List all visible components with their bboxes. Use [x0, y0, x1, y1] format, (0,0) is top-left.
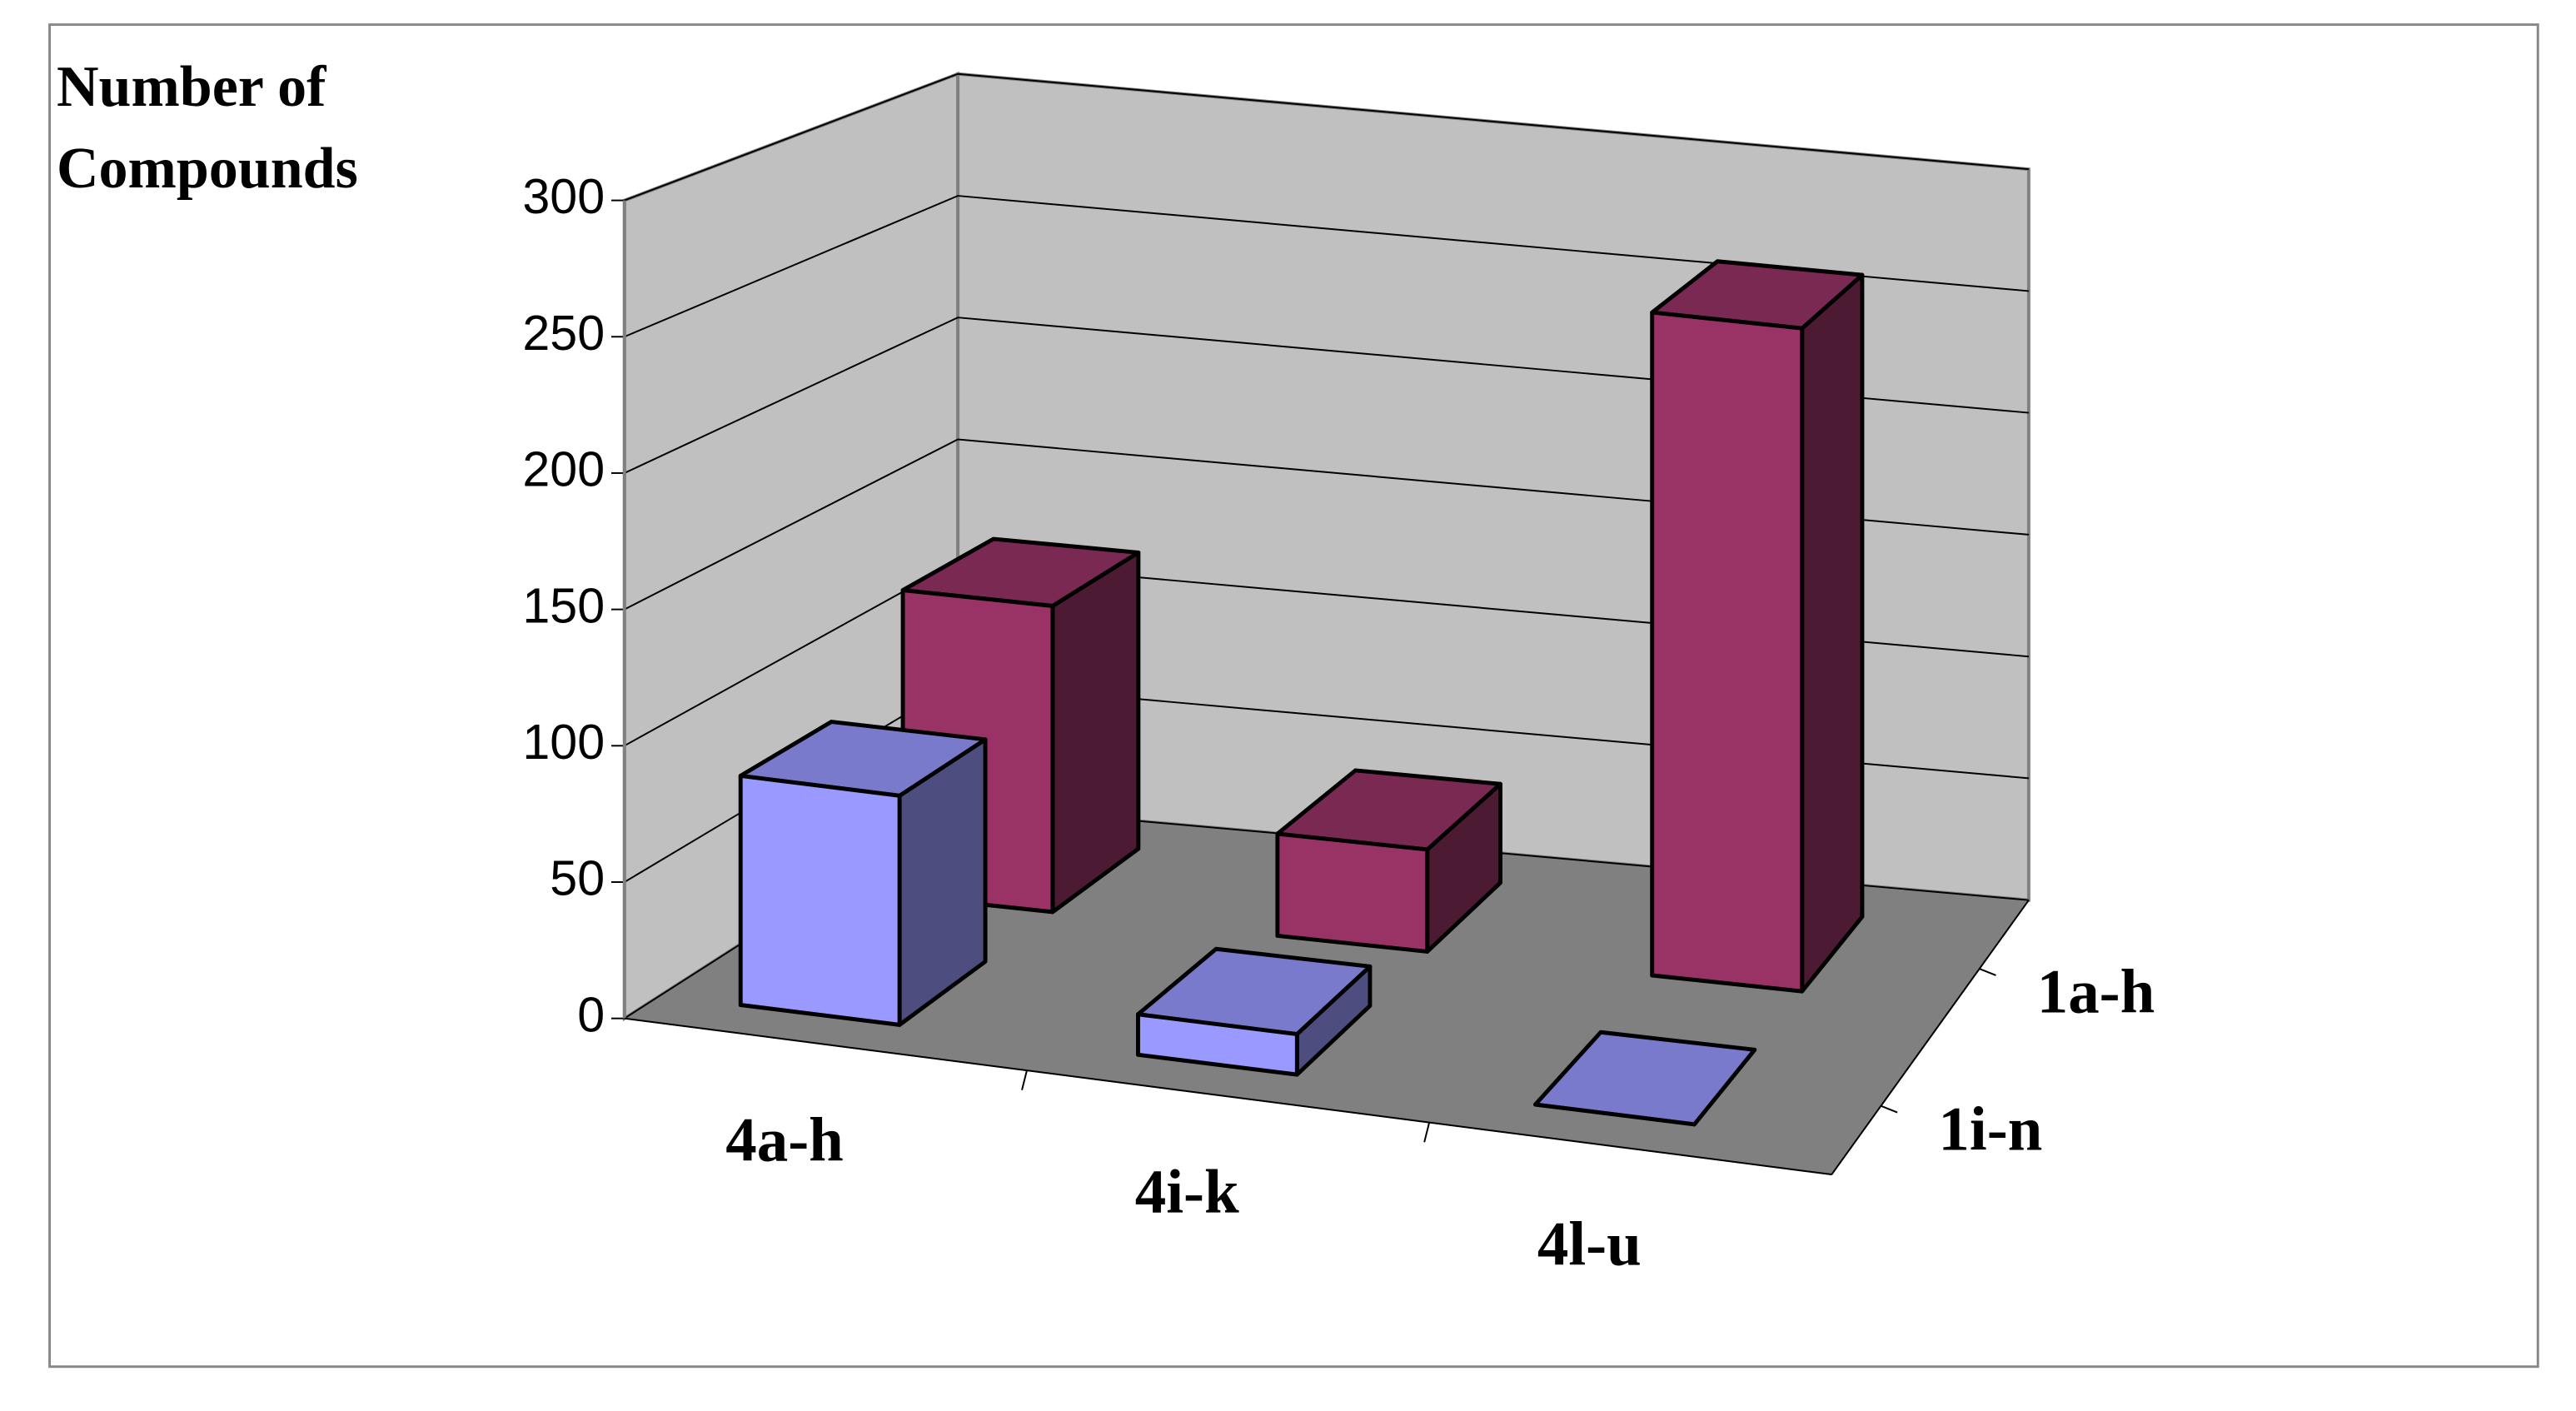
bar-front: [1533, 1102, 1697, 1127]
z-tick: [1979, 968, 1996, 976]
bar: [1533, 1030, 1757, 1127]
bar-front: [1275, 831, 1430, 954]
bar: [738, 720, 988, 1027]
series-label: 1i-n: [1938, 1094, 2042, 1164]
grid-line: [624, 195, 2029, 338]
y-tick-label: 200: [522, 441, 605, 497]
grid-line: [624, 72, 2029, 202]
bar-front: [1135, 1012, 1299, 1077]
y-tick-label: 100: [522, 714, 605, 770]
bar-front: [738, 773, 902, 1027]
bar-side: [1800, 272, 1865, 994]
bar-front: [1650, 310, 1805, 994]
x-axis: [624, 1017, 1832, 1176]
y-tick-label: 0: [577, 986, 605, 1042]
y-tick-label: 50: [550, 850, 605, 906]
bar: [1650, 259, 1865, 994]
bar: [1135, 946, 1373, 1077]
y-tick-label: 300: [522, 168, 605, 224]
y-axis-title: Number of Compounds: [57, 55, 358, 201]
z-tick: [1881, 1104, 1898, 1114]
x-tick: [1021, 1069, 1028, 1091]
x-tick: [1423, 1122, 1431, 1143]
series-label: 1a-h: [2037, 958, 2155, 1027]
y-tick-label: 150: [522, 577, 605, 633]
x-tick-label: 4i-k: [1135, 1158, 1239, 1227]
bar: [1275, 768, 1502, 954]
z-axis: [1831, 900, 2030, 1175]
y-tick-label: 250: [522, 305, 605, 361]
x-tick-label: 4l-u: [1537, 1209, 1642, 1279]
x-tick-label: 4a-h: [725, 1105, 844, 1174]
bar-side: [1050, 550, 1141, 915]
